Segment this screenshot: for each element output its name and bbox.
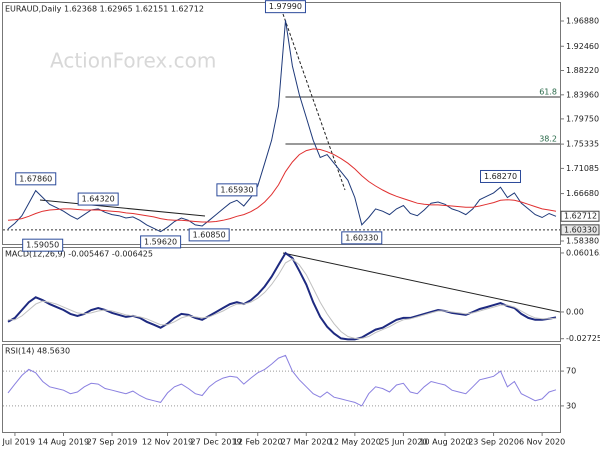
annotation-box: [216, 183, 258, 197]
price-title: EURAUD,Daily 1.62368 1.62965 1.62151 1.6…: [5, 5, 204, 14]
series-line: [8, 258, 557, 339]
y-tick-label: 0.00: [566, 307, 584, 316]
annotation-label: 1.59050: [26, 241, 59, 250]
x-tick-label: 10 Aug 2020: [419, 438, 470, 447]
annotation-label: 1.59620: [144, 237, 177, 246]
fib-label: 38.2: [539, 135, 557, 144]
annotation-box: [22, 238, 64, 252]
y-tick-label: 30: [566, 401, 576, 410]
series-line: [7, 354, 557, 407]
macd-panel: [2, 247, 561, 342]
annotation-box: [480, 169, 522, 183]
y-tick-label: 0.060165: [566, 248, 600, 257]
fib-label: 61.8: [539, 88, 557, 97]
annotation-label: 1.64320: [82, 195, 115, 204]
x-tick-label: 1 Jul 2019: [0, 438, 35, 447]
annotation-label: 1.67860: [19, 174, 52, 183]
price-tag-label: 1.60330: [564, 225, 597, 234]
rsi-panel: [2, 344, 561, 433]
y-tick-label: 1.88220: [566, 66, 599, 75]
annotation-box: [188, 228, 230, 242]
y-tick-label: 1.75335: [566, 140, 599, 149]
x-tick-label: 27 Sep 2019: [87, 438, 138, 447]
annotation-box: [15, 172, 57, 186]
macd-trend-line: [282, 252, 561, 313]
annotation-label: 1.60330: [345, 233, 378, 242]
y-tick-label: 70: [566, 367, 576, 376]
y-tick-label: 1.58380: [566, 237, 599, 246]
series-line: [7, 20, 557, 233]
annotation-label: 1.60850: [193, 230, 226, 239]
x-tick-label: 27 Dec 2019: [191, 438, 242, 447]
annotation-label: 1.68270: [484, 172, 517, 181]
y-tick-label: -0.02725: [566, 334, 600, 343]
price-tag: [560, 224, 600, 236]
x-tick-label: 14 Aug 2019: [38, 438, 89, 447]
y-tick-label: 1.71085: [566, 164, 599, 173]
rsi-title: RSI(14) 48.5630: [5, 347, 70, 356]
x-tick-label: 25 Jun 2020: [379, 438, 427, 447]
x-tick-label: 12 May 2020: [329, 438, 381, 447]
series-line: [7, 251, 557, 341]
annotation-box: [264, 0, 306, 14]
price-tag: [560, 210, 600, 222]
annotation-label: 1.97990: [269, 2, 302, 11]
y-tick-label: 1.79750: [566, 114, 599, 123]
annotation-box: [341, 231, 383, 245]
x-tick-label: 27 Mar 2020: [281, 438, 332, 447]
x-tick-label: 6 Nov 2020: [519, 438, 565, 447]
x-tick-label: 12 Nov 2019: [142, 438, 193, 447]
annotation-box: [140, 235, 182, 249]
series-line: [7, 148, 557, 223]
trend-line: [39, 199, 206, 217]
x-tick-label: 23 Sep 2020: [468, 438, 519, 447]
y-tick-label: 1.92460: [566, 42, 599, 51]
watermark: ActionForex.com: [50, 49, 216, 73]
trend-line: [282, 13, 346, 191]
y-tick-label: 1.66680: [566, 189, 599, 198]
y-tick-label: 1.83960: [566, 90, 599, 99]
x-tick-label: 12 Feb 2020: [233, 438, 283, 447]
price-tag-label: 1.62712: [564, 212, 597, 221]
annotation-box: [77, 192, 119, 206]
y-tick-label: 1.96880: [566, 17, 599, 26]
annotation-label: 1.65930: [220, 185, 253, 194]
macd-title: MACD(12,26,9) -0.005467 -0.006425: [5, 250, 153, 259]
